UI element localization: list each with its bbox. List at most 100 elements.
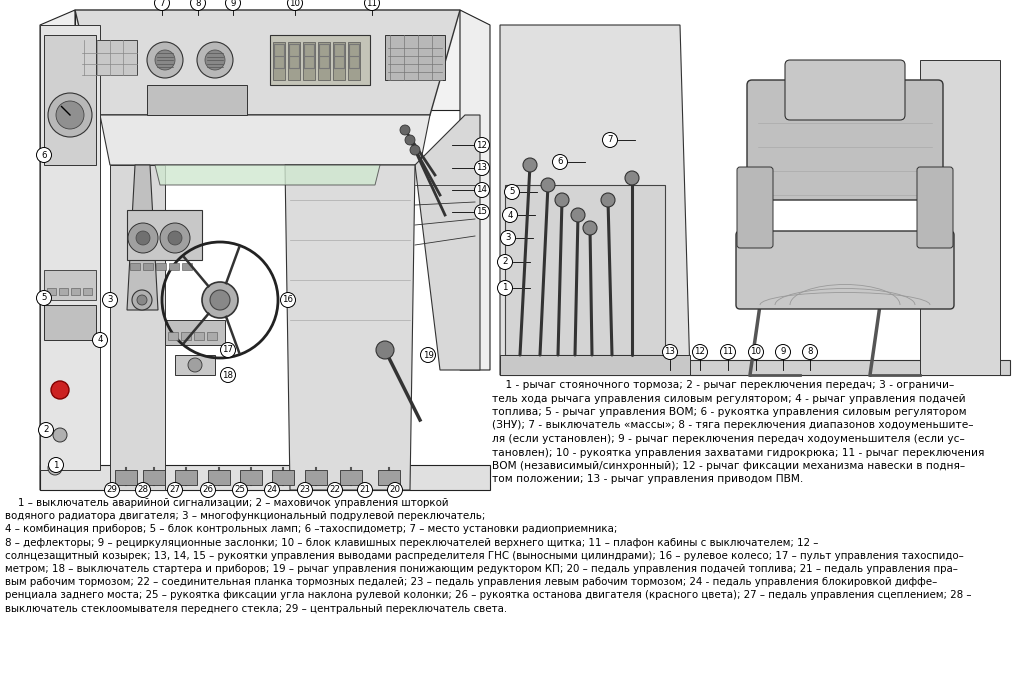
Polygon shape <box>127 165 158 310</box>
Circle shape <box>205 50 225 70</box>
Circle shape <box>210 290 230 310</box>
Text: выключатель стеклоомывателя переднего стекла; 29 – центральный переключатель све: выключатель стеклоомывателя переднего ст… <box>5 604 507 613</box>
FancyBboxPatch shape <box>505 185 665 355</box>
FancyBboxPatch shape <box>44 305 96 340</box>
FancyBboxPatch shape <box>82 40 137 75</box>
Circle shape <box>721 344 735 360</box>
Circle shape <box>553 155 567 170</box>
Circle shape <box>201 482 215 498</box>
Circle shape <box>225 0 241 10</box>
FancyBboxPatch shape <box>736 231 954 309</box>
Circle shape <box>663 344 678 360</box>
Text: 20: 20 <box>389 486 400 495</box>
Circle shape <box>104 482 120 498</box>
Text: 11: 11 <box>723 347 733 356</box>
FancyBboxPatch shape <box>273 42 285 80</box>
Text: вым рабочим тормозом; 22 – соединительная планка тормозных педалей; 23 – педаль : вым рабочим тормозом; 22 – соединительна… <box>5 577 937 587</box>
Text: 15: 15 <box>476 207 487 216</box>
Text: 2: 2 <box>502 258 508 267</box>
FancyBboxPatch shape <box>127 210 202 260</box>
Text: 1 - рычаг стояночного тормоза; 2 - рычаг переключения передач; 3 - ограничи–: 1 - рычаг стояночного тормоза; 2 - рычаг… <box>492 380 954 390</box>
Circle shape <box>92 333 108 347</box>
Circle shape <box>39 423 53 437</box>
Circle shape <box>583 221 597 235</box>
Text: 16: 16 <box>283 295 294 304</box>
Text: 7: 7 <box>160 0 165 8</box>
Circle shape <box>387 482 402 498</box>
Bar <box>115 470 137 485</box>
Circle shape <box>474 161 489 175</box>
Text: 26: 26 <box>203 486 213 495</box>
Bar <box>175 470 197 485</box>
Bar <box>168 332 178 340</box>
Circle shape <box>498 281 512 295</box>
Text: 1 – выключатель аварийной сигнализации; 2 – маховичок управления шторкой: 1 – выключатель аварийной сигнализации; … <box>5 498 449 508</box>
Circle shape <box>625 171 639 185</box>
Circle shape <box>48 457 63 473</box>
Bar <box>71 288 80 295</box>
Circle shape <box>541 178 555 192</box>
Text: тель хода рычага управления силовым регулятором; 4 - рычаг управления подачей: тель хода рычага управления силовым регу… <box>492 394 966 403</box>
Text: 9: 9 <box>780 347 785 356</box>
Bar <box>207 332 217 340</box>
Polygon shape <box>75 10 460 110</box>
Bar <box>182 263 193 270</box>
Circle shape <box>357 482 373 498</box>
Circle shape <box>474 137 489 152</box>
Text: водяного радиатора двигателя; 3 – многофункциональный подрулевой переключатель;: водяного радиатора двигателя; 3 – многоф… <box>5 511 485 521</box>
Circle shape <box>53 428 67 442</box>
Circle shape <box>132 290 152 310</box>
Bar <box>143 470 165 485</box>
Text: метром; 18 – выключатель стартера и приборов; 19 – рычаг управления понижающим р: метром; 18 – выключатель стартера и приб… <box>5 564 957 574</box>
Polygon shape <box>500 25 690 375</box>
Circle shape <box>602 132 617 148</box>
FancyBboxPatch shape <box>385 35 445 80</box>
Text: ля (если установлен); 9 - рычаг переключения передач ходоуменьшителя (если ус–: ля (если установлен); 9 - рычаг переключ… <box>492 434 965 444</box>
FancyBboxPatch shape <box>288 42 300 80</box>
Circle shape <box>298 482 312 498</box>
Text: 4: 4 <box>507 211 513 220</box>
Text: ренциала заднего моста; 25 – рукоятка фиксации угла наклона рулевой колонки; 26 : ренциала заднего моста; 25 – рукоятка фи… <box>5 590 972 600</box>
Text: 8: 8 <box>196 0 201 8</box>
Polygon shape <box>40 10 75 490</box>
Circle shape <box>281 292 296 308</box>
Bar <box>40 465 490 490</box>
Circle shape <box>155 50 175 70</box>
Circle shape <box>136 231 150 245</box>
Text: 11: 11 <box>367 0 378 8</box>
Circle shape <box>220 367 236 383</box>
Text: 4: 4 <box>97 335 102 344</box>
Circle shape <box>48 461 62 475</box>
Circle shape <box>410 145 420 155</box>
Bar <box>83 288 92 295</box>
Circle shape <box>188 358 202 372</box>
Text: 3: 3 <box>108 295 113 304</box>
Circle shape <box>137 295 147 305</box>
FancyBboxPatch shape <box>303 42 315 80</box>
FancyBboxPatch shape <box>44 270 96 300</box>
Bar <box>156 263 166 270</box>
Text: 6: 6 <box>41 150 47 159</box>
Bar <box>272 470 294 485</box>
Circle shape <box>220 342 236 358</box>
Circle shape <box>37 148 51 162</box>
Bar <box>194 332 204 340</box>
Circle shape <box>264 482 280 498</box>
Circle shape <box>421 347 435 362</box>
Text: (ЗНУ); 7 - выключатель «массы»; 8 - тяга переключения диапазонов ходоуменьшите–: (ЗНУ); 7 - выключатель «массы»; 8 - тяга… <box>492 421 974 430</box>
Circle shape <box>571 208 585 222</box>
Circle shape <box>555 193 569 207</box>
Text: 12: 12 <box>476 141 487 150</box>
Polygon shape <box>415 115 480 370</box>
Circle shape <box>692 344 708 360</box>
Polygon shape <box>75 10 460 115</box>
Text: 12: 12 <box>694 347 706 356</box>
Circle shape <box>128 223 158 253</box>
Text: 10: 10 <box>290 0 300 8</box>
Text: том положении; 13 - рычаг управления приводом ПВМ.: том положении; 13 - рычаг управления при… <box>492 475 803 484</box>
Text: 29: 29 <box>106 486 118 495</box>
Text: 28: 28 <box>137 486 148 495</box>
Circle shape <box>505 184 519 200</box>
Bar <box>208 470 230 485</box>
Circle shape <box>775 344 791 360</box>
